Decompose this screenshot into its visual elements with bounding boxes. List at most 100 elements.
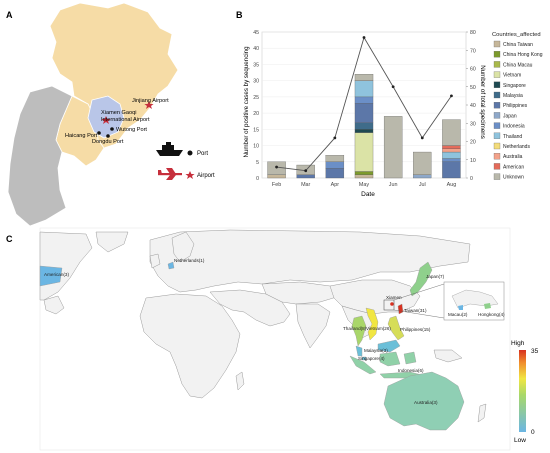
jinjiang-airport-marker xyxy=(144,101,154,109)
chart-y-axis-label: Number of positive cases by sequencing xyxy=(243,46,250,158)
legend-entry: Netherlands xyxy=(503,144,530,150)
quanzhou-region xyxy=(49,2,179,149)
scale-low-label: Low xyxy=(514,437,526,444)
scale-min-label: 0 xyxy=(531,429,535,436)
europe-russia xyxy=(149,229,471,293)
label-haicang-port: Haicang Port xyxy=(65,133,98,139)
legend-swatch xyxy=(493,51,501,58)
legend-swatch xyxy=(493,102,501,109)
legend-entry: Unknown xyxy=(503,175,524,181)
total-specimens-point xyxy=(450,94,453,98)
legend-entry: China Macau xyxy=(503,62,533,68)
label-jinjiang-airport: Jinjiang Airport xyxy=(132,98,169,104)
hk-macau-inset-box xyxy=(383,299,395,311)
legend-swatch xyxy=(493,153,501,160)
label-taiwan: Taiwan(31) xyxy=(404,308,427,313)
label-xiamen: Xiamen xyxy=(386,295,402,300)
y-tick-label: 30 xyxy=(253,79,259,85)
india xyxy=(295,303,331,349)
legend-entry: China Taiwan xyxy=(503,42,533,48)
x-tick-label: Feb xyxy=(272,182,281,188)
legend-swatch xyxy=(493,173,501,180)
philippines-region xyxy=(387,315,405,341)
legend-entry: American xyxy=(503,164,524,170)
label-singapore: Singapore(4) xyxy=(358,356,385,361)
central-asia xyxy=(261,281,341,305)
chart-axes: 0 5 10 15 20 25 30 35 40 45 0 10 20 30 40 50 60 70 80 Feb Ma… xyxy=(253,30,476,188)
label-macau: Macau(2) xyxy=(448,312,468,317)
x-tick-label: Jul xyxy=(419,182,426,188)
airplane-icon xyxy=(158,168,182,180)
thailand-region xyxy=(351,315,367,347)
legend-swatch xyxy=(493,91,501,99)
label-international-airport: International Airport xyxy=(101,117,150,123)
y-tick-label: 45 xyxy=(253,30,259,36)
new-zealand xyxy=(477,403,487,423)
wutong-port-marker xyxy=(110,127,114,131)
bar-segment xyxy=(413,151,432,175)
usa-region xyxy=(39,265,63,287)
total-specimens-point xyxy=(391,85,395,89)
legend-swatch xyxy=(493,40,501,48)
y2-tick-label: 10 xyxy=(470,158,476,164)
label-australia: Australia(3) xyxy=(414,400,438,405)
label-thailand: Thailand(8) xyxy=(343,326,367,331)
legend-entry: Thailand xyxy=(503,134,522,140)
total-specimens-point xyxy=(420,136,424,140)
y2-tick-label: 0 xyxy=(470,176,473,182)
inset-hongkong xyxy=(484,303,491,309)
new-guinea xyxy=(433,349,463,363)
color-scale-bar xyxy=(519,350,526,432)
y2-tick-label: 30 xyxy=(470,121,476,127)
y2-tick-label: 40 xyxy=(470,103,476,109)
y2-tick-label: 20 xyxy=(470,140,476,146)
legend-swatch xyxy=(493,71,501,78)
bar-segment xyxy=(325,155,345,162)
haicang-port-marker xyxy=(97,131,101,135)
x-tick-label: Jun xyxy=(389,182,398,188)
y2-tick-label: 80 xyxy=(470,30,476,36)
ship-icon xyxy=(156,142,183,156)
australia-region xyxy=(383,371,465,431)
inset-macau xyxy=(458,305,463,310)
legend-entry: Australia xyxy=(503,154,523,160)
x-tick-label: May xyxy=(359,182,369,188)
total-specimens-point xyxy=(304,169,308,173)
panel-b-letter: B xyxy=(236,10,243,20)
legend-entry: Philippines xyxy=(503,103,528,109)
y-tick-label: 5 xyxy=(256,160,259,166)
label-philippines: Philippines(15) xyxy=(400,327,431,332)
panel-c-letter: C xyxy=(6,234,13,244)
dongdu-port-marker xyxy=(106,134,110,138)
central-america xyxy=(43,295,65,315)
label-netherlands: Netherlands(1) xyxy=(174,258,205,263)
xiamen-marker xyxy=(390,302,394,306)
y-tick-label: 35 xyxy=(253,62,259,68)
legend-swatch xyxy=(493,122,501,129)
legend-entry: Japan xyxy=(503,113,517,119)
legend-entry: Malaysia xyxy=(503,93,523,99)
middle-east xyxy=(209,289,291,327)
bar-segment xyxy=(354,74,374,81)
chart-total-line xyxy=(275,36,453,173)
chart-x-axis-label: Date xyxy=(361,191,375,198)
scale-high-label: High xyxy=(511,340,525,347)
y2-tick-label: 50 xyxy=(470,85,476,91)
label-vietnam: Vietnam(26) xyxy=(366,326,391,331)
airport-legend-label: Airport xyxy=(197,173,215,179)
netherlands-region xyxy=(167,261,175,270)
indonesia-region xyxy=(349,351,427,379)
legend-swatch xyxy=(493,61,501,68)
chart-y2-axis-label: Number of total specimens xyxy=(479,65,486,139)
legend-entry: Singapore xyxy=(503,83,526,89)
singapore-region xyxy=(361,356,367,361)
gaoqi-airport-marker xyxy=(101,116,111,124)
japan-region xyxy=(409,261,433,297)
x-tick-label: Mar xyxy=(301,182,310,188)
legend-entry: China Hong Kong xyxy=(503,52,543,58)
greenland xyxy=(95,231,129,253)
madagascar xyxy=(235,371,245,391)
neighbor-region xyxy=(7,85,73,227)
